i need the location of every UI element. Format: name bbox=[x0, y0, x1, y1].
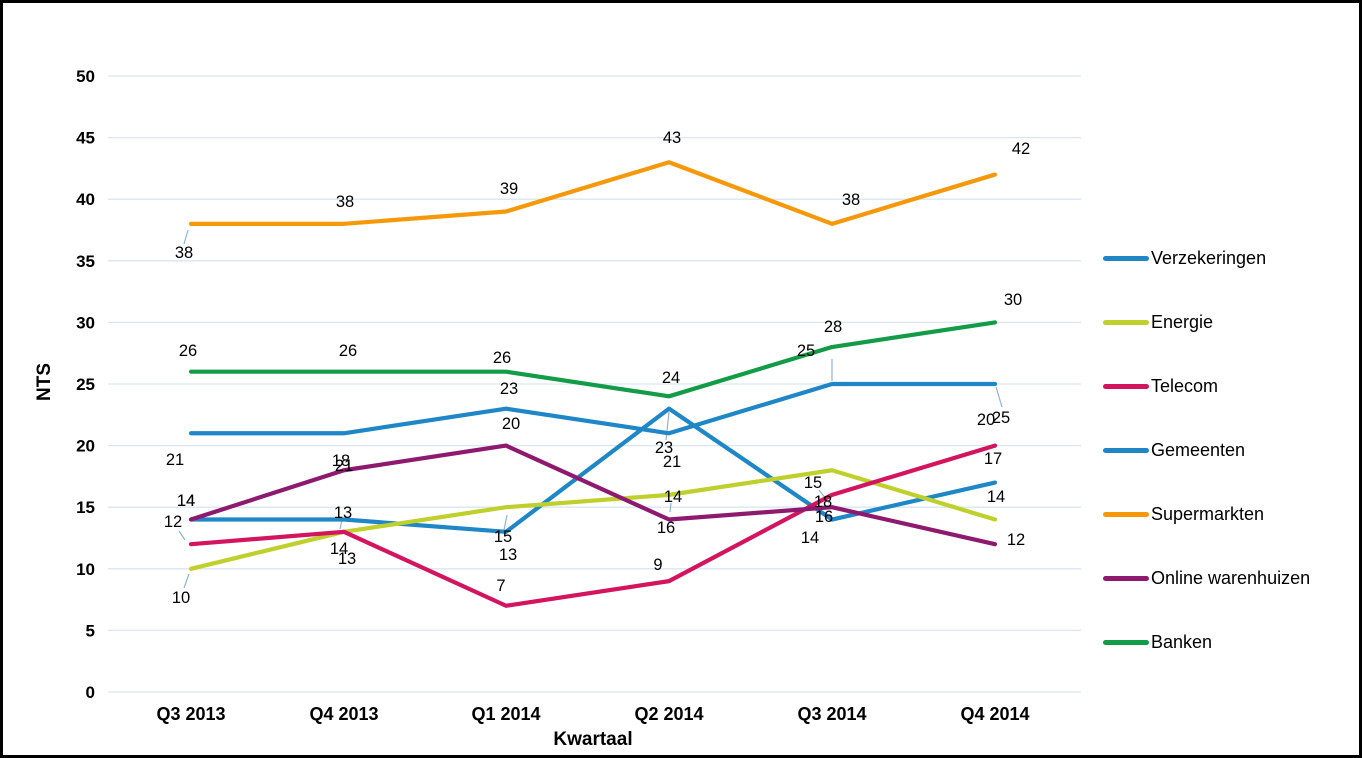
series-line-telecom bbox=[188, 443, 998, 608]
legend-item-supermarkten: Supermarkten bbox=[1103, 502, 1264, 526]
data-label: 42 bbox=[1012, 140, 1030, 158]
legend-swatch-icon bbox=[1103, 511, 1149, 517]
data-label: 39 bbox=[500, 180, 518, 198]
data-label: 24 bbox=[662, 369, 680, 387]
data-label: 38 bbox=[842, 191, 860, 209]
legend-swatch-icon bbox=[1103, 575, 1149, 581]
label-leader-line bbox=[818, 489, 830, 504]
data-label: 14 bbox=[801, 529, 819, 547]
legend-label: Online warenhuizen bbox=[1151, 567, 1311, 588]
label-leader-line bbox=[178, 530, 186, 541]
data-label: 13 bbox=[338, 550, 356, 568]
data-label: 15 bbox=[494, 528, 512, 546]
y-tick-label: 15 bbox=[76, 498, 95, 517]
data-label: 26 bbox=[179, 342, 197, 360]
y-tick-label: 30 bbox=[76, 313, 95, 332]
x-axis-title: Kwartaal bbox=[553, 729, 633, 750]
data-label: 43 bbox=[663, 129, 681, 147]
label-leader-line bbox=[503, 514, 508, 531]
data-label: 20 bbox=[977, 411, 995, 429]
data-label: 14 bbox=[177, 492, 195, 510]
label-leader-line bbox=[665, 411, 670, 441]
data-label: 13 bbox=[334, 504, 352, 522]
data-label: 26 bbox=[493, 349, 511, 367]
data-label: 7 bbox=[496, 577, 505, 595]
y-tick-label: 20 bbox=[76, 437, 95, 456]
data-label: 14 bbox=[987, 488, 1005, 506]
data-label: 16 bbox=[815, 508, 833, 526]
legend-label: Banken bbox=[1151, 631, 1213, 652]
data-label: 15 bbox=[804, 474, 822, 492]
legend-item-verzekeringen: Verzekeringen bbox=[1103, 246, 1266, 270]
data-label: 30 bbox=[1004, 291, 1022, 309]
legend-swatch-icon bbox=[1103, 447, 1149, 453]
series-line-banken bbox=[188, 320, 998, 399]
legend-item-energie: Energie bbox=[1103, 310, 1213, 334]
data-label: 14 bbox=[330, 540, 348, 558]
data-label: 12 bbox=[164, 513, 182, 531]
data-label: 10 bbox=[172, 589, 190, 607]
data-label: 21 bbox=[166, 451, 184, 469]
x-tick-label: Q3 2014 bbox=[797, 704, 866, 724]
series-line-gemeenten bbox=[188, 381, 998, 436]
x-tick-label: Q4 2014 bbox=[960, 704, 1029, 724]
data-label: 16 bbox=[657, 519, 675, 537]
x-tick-label: Q3 2013 bbox=[156, 704, 225, 724]
series-line-supermarkten bbox=[188, 160, 998, 226]
y-tick-label: 35 bbox=[76, 252, 95, 271]
label-leader-line bbox=[183, 229, 189, 245]
data-label: 38 bbox=[175, 244, 193, 262]
legend-swatch-icon bbox=[1103, 383, 1149, 389]
x-tick-label: Q2 2014 bbox=[634, 704, 703, 724]
data-label: 17 bbox=[984, 450, 1002, 468]
legend-swatch-icon bbox=[1103, 255, 1149, 261]
data-label: 21 bbox=[663, 453, 681, 471]
legend-item-online-warenhuizen: Online warenhuizen bbox=[1103, 566, 1310, 590]
data-label: 20 bbox=[502, 415, 520, 433]
y-axis-title: NTS bbox=[34, 363, 55, 401]
y-tick-label: 50 bbox=[76, 67, 95, 86]
data-label: 23 bbox=[655, 439, 673, 457]
data-label: 14 bbox=[177, 492, 195, 510]
x-tick-label: Q4 2013 bbox=[309, 704, 378, 724]
legend-label: Supermarkten bbox=[1151, 503, 1265, 524]
series-line-online-warenhuizen bbox=[188, 443, 998, 547]
legend-label: Gemeenten bbox=[1151, 439, 1246, 460]
data-label: 12 bbox=[1007, 531, 1025, 549]
data-label: 38 bbox=[336, 193, 354, 211]
data-label: 18 bbox=[332, 452, 350, 470]
label-leader-line bbox=[995, 386, 1003, 408]
legend-item-telecom: Telecom bbox=[1103, 374, 1218, 398]
legend-swatch-icon bbox=[1103, 319, 1149, 325]
label-leader-line bbox=[183, 573, 190, 589]
x-tick-label: Q1 2014 bbox=[471, 704, 540, 724]
y-tick-label: 10 bbox=[76, 560, 95, 579]
data-label: 25 bbox=[797, 342, 815, 360]
label-leader-line bbox=[669, 502, 672, 513]
data-label: 9 bbox=[653, 556, 662, 574]
y-tick-label: 5 bbox=[86, 621, 95, 640]
legend-label: Telecom bbox=[1151, 375, 1219, 396]
y-tick-label: 0 bbox=[86, 683, 95, 702]
legend-item-banken: Banken bbox=[1103, 630, 1212, 654]
series-line-verzekeringen bbox=[188, 406, 998, 534]
legend-item-gemeenten: Gemeenten bbox=[1103, 438, 1245, 462]
y-tick-label: 45 bbox=[76, 129, 95, 148]
data-label: 18 bbox=[814, 493, 832, 511]
data-label: 21 bbox=[335, 457, 353, 475]
data-label: 26 bbox=[339, 342, 357, 360]
legend-label: Energie bbox=[1151, 311, 1214, 332]
y-tick-label: 40 bbox=[76, 190, 95, 209]
data-label: 14 bbox=[664, 488, 682, 506]
data-label: 28 bbox=[824, 318, 842, 336]
data-label: 13 bbox=[499, 546, 517, 564]
data-label: 25 bbox=[992, 409, 1010, 427]
legend-label: Verzekeringen bbox=[1151, 247, 1267, 268]
y-tick-label: 25 bbox=[76, 375, 95, 394]
data-label: 23 bbox=[500, 380, 518, 398]
series-line-energie bbox=[188, 468, 998, 571]
legend-swatch-icon bbox=[1103, 639, 1149, 645]
